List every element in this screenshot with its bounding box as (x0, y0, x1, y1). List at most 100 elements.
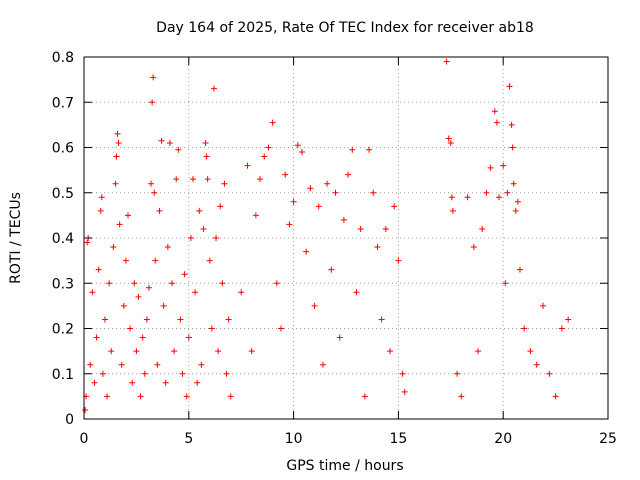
data-point (508, 121, 515, 128)
data-point (303, 248, 310, 255)
data-point (118, 361, 125, 368)
y-tick-label: 0.4 (52, 231, 74, 247)
data-point (315, 203, 322, 210)
chart-title: Day 164 of 2025, Rate Of TEC Index for r… (156, 20, 534, 36)
data-point (533, 361, 540, 368)
data-point (177, 316, 184, 323)
data-point (546, 370, 553, 377)
data-point (95, 266, 102, 273)
y-tick-label: 0.7 (52, 95, 74, 111)
data-point (454, 370, 461, 377)
data-point (91, 379, 98, 386)
data-point (261, 153, 268, 160)
data-point (127, 325, 134, 332)
data-point (448, 194, 455, 201)
data-point (298, 149, 305, 156)
data-point (97, 207, 104, 214)
data-point (215, 348, 222, 355)
data-point (150, 74, 157, 81)
data-point (173, 176, 180, 183)
data-point (447, 139, 454, 146)
data-points (82, 58, 572, 413)
data-point (217, 203, 224, 210)
data-point (183, 393, 190, 400)
data-point (110, 244, 117, 251)
data-point (213, 235, 220, 241)
y-tick-label: 0 (65, 412, 74, 428)
data-point (516, 266, 523, 273)
x-tick-label: 0 (80, 431, 89, 447)
data-point (278, 325, 285, 332)
data-point (445, 135, 452, 142)
y-tick-label: 0.3 (52, 276, 74, 292)
data-point (154, 361, 161, 368)
data-point (540, 302, 547, 309)
data-point (458, 393, 465, 400)
data-point (387, 348, 394, 355)
data-point (307, 185, 314, 192)
data-point (145, 284, 152, 291)
data-point (328, 266, 335, 273)
data-point (82, 406, 89, 413)
data-point (84, 239, 91, 246)
data-point (391, 203, 398, 210)
data-point (89, 289, 96, 296)
data-point (345, 171, 352, 178)
data-point (282, 171, 289, 178)
data-point (483, 189, 490, 196)
data-point (115, 139, 122, 146)
data-point (382, 225, 389, 232)
data-point (98, 194, 105, 201)
data-point (162, 379, 169, 386)
data-point (135, 293, 142, 300)
data-point (527, 348, 534, 355)
data-point (203, 153, 210, 160)
data-point (558, 325, 565, 332)
data-point (244, 162, 251, 169)
data-point (370, 189, 377, 196)
data-point (509, 144, 516, 151)
y-tick-label: 0.8 (52, 50, 74, 66)
data-point (156, 207, 163, 214)
data-point (169, 280, 176, 287)
data-point (202, 139, 209, 146)
data-point (194, 379, 201, 386)
data-point (504, 189, 511, 196)
data-point (510, 180, 517, 187)
data-point (487, 164, 494, 171)
x-tick-label: 10 (285, 431, 303, 447)
data-point (206, 257, 213, 264)
x-axis-label: GPS time / hours (286, 458, 403, 474)
data-point (152, 257, 159, 264)
data-point (122, 257, 129, 264)
data-point (470, 244, 477, 251)
data-point (112, 180, 119, 187)
data-point (139, 334, 146, 341)
data-point (149, 99, 156, 106)
data-point (114, 130, 121, 137)
data-point (198, 361, 205, 368)
grid-layer (84, 57, 608, 419)
data-point (151, 189, 158, 196)
data-point (200, 225, 207, 232)
data-point (506, 83, 513, 90)
x-tick-label: 5 (184, 431, 193, 447)
data-point (336, 334, 343, 341)
data-point (187, 235, 194, 241)
data-point (374, 244, 381, 251)
data-point (120, 302, 127, 309)
data-point (204, 176, 211, 183)
data-point (265, 144, 272, 151)
data-point (158, 137, 165, 144)
data-point (443, 58, 450, 65)
data-point (225, 316, 232, 323)
data-point (252, 212, 259, 219)
y-tick-label: 0.5 (52, 186, 74, 202)
data-point (210, 85, 217, 92)
data-point (208, 325, 215, 332)
data-point (449, 207, 456, 214)
data-point (496, 194, 503, 201)
data-point (257, 176, 264, 183)
data-point (143, 316, 150, 323)
